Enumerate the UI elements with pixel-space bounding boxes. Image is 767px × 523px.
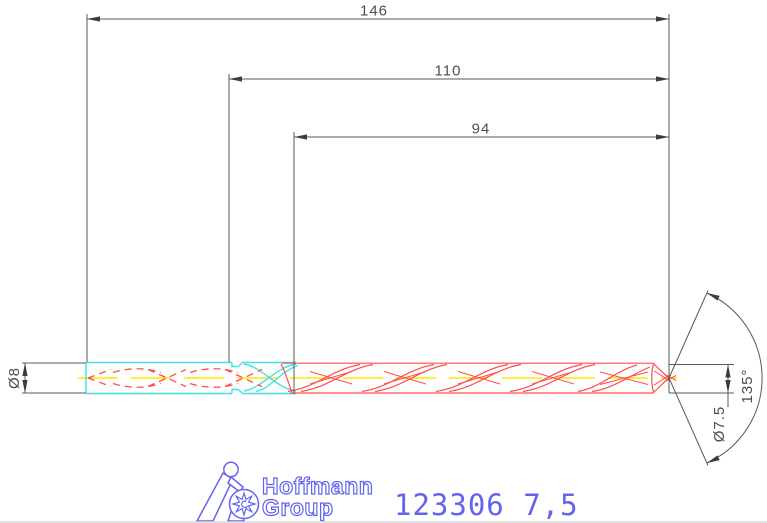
dim-drill-diameter-label: Ø7.5 <box>711 406 728 443</box>
brand-name-line2: Group <box>262 495 334 521</box>
brand-name-line1: Hoffmann <box>262 473 373 499</box>
dimension-lines <box>22 14 763 466</box>
hidden-flute-lines <box>87 368 263 388</box>
dim-overall-length-label: 146 <box>360 3 388 20</box>
dim-flute-length-label: 94 <box>472 121 491 138</box>
product-code-label: 123306 7,5 <box>394 488 579 522</box>
drill-shank-outline <box>85 361 299 395</box>
dim-shank-diameter-label: Ø8 <box>6 367 23 389</box>
hoffmann-logo-icon <box>195 461 260 522</box>
dim-point-angle-label: 135° <box>739 368 756 403</box>
dim-intermediate-length-label: 110 <box>435 63 462 80</box>
drill-flute-outline <box>280 362 677 394</box>
